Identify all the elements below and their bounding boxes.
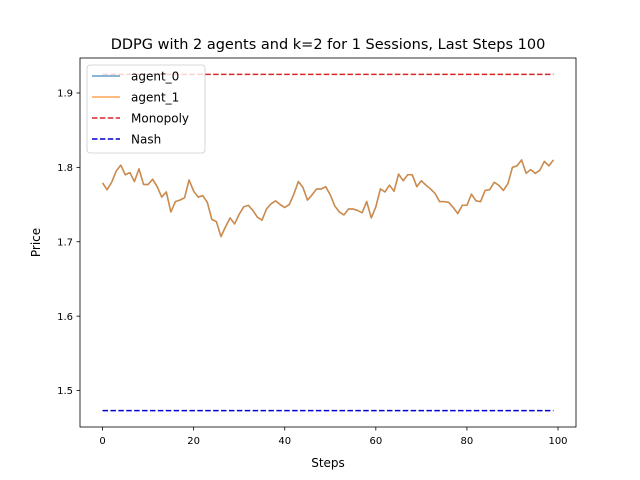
legend-label: Nash: [131, 133, 161, 147]
y-axis-label: Price: [29, 228, 43, 257]
legend-label: Monopoly: [131, 112, 189, 126]
x-tick-label: 100: [548, 436, 567, 447]
y-tick-label: 1.7: [57, 237, 73, 248]
y-tick-label: 1.5: [57, 386, 73, 397]
y-tick-label: 1.6: [57, 312, 73, 323]
axes-layer: 0 20 40 60 80 100 1.5 1.6 1.7 1.8 1.9: [57, 57, 577, 447]
legend-label: agent_0: [131, 70, 179, 84]
legend-box: [86, 64, 206, 154]
y-tick-label: 1.9: [57, 89, 73, 100]
plot-frame: [79, 57, 577, 428]
y-tick-label: 1.8: [57, 163, 73, 174]
x-tick-label: 40: [278, 436, 291, 447]
x-tick-label: 0: [99, 436, 105, 447]
x-tick-label: 60: [369, 436, 382, 447]
x-tick-label: 20: [187, 436, 200, 447]
legend-label: agent_1: [131, 91, 179, 105]
chart-title: DDPG with 2 agents and k=2 for 1 Session…: [111, 37, 546, 53]
x-tick-label: 80: [461, 436, 474, 447]
series-line-agent-1: [101, 159, 555, 238]
x-axis-label: Steps: [311, 456, 345, 470]
legend: agent_0 agent_1 Monopoly Nash: [86, 64, 206, 154]
